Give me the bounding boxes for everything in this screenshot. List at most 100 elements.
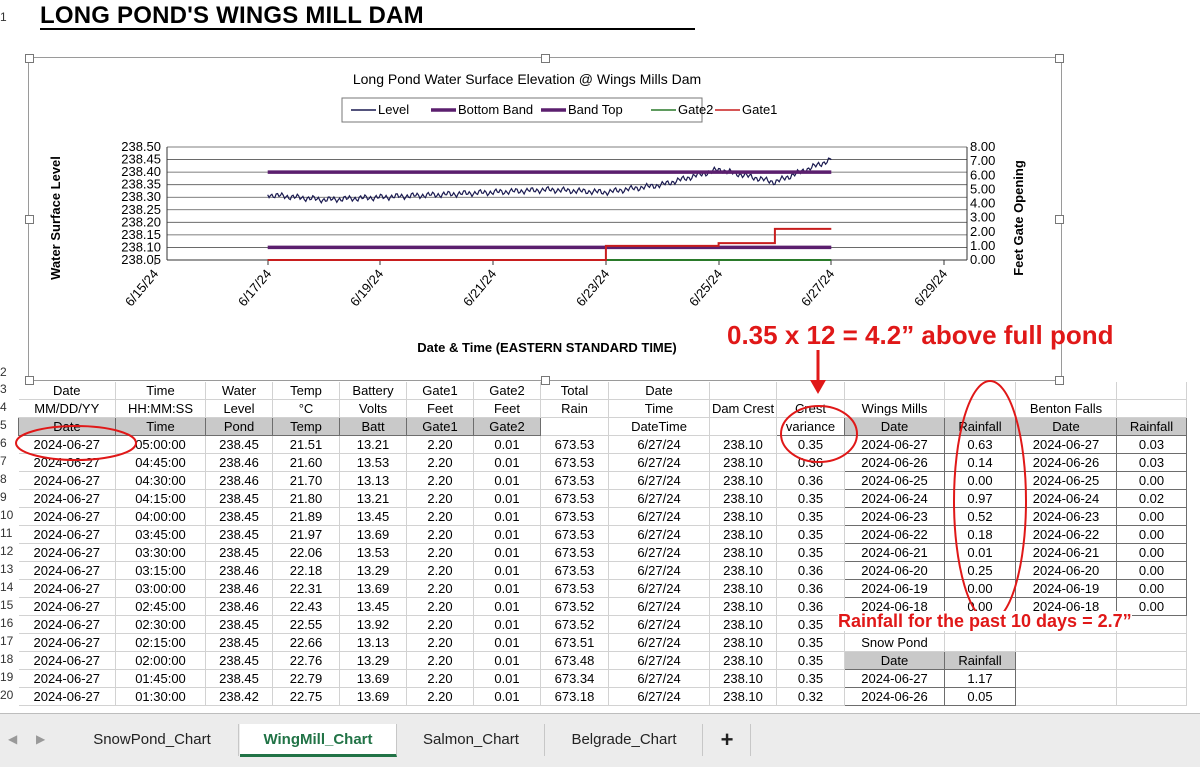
table-cell[interactable]: 22.79 <box>272 669 340 688</box>
header-cell[interactable]: Time <box>115 417 206 436</box>
table-cell[interactable]: 0.01 <box>473 453 541 472</box>
table-cell[interactable]: 13.69 <box>339 579 407 598</box>
table-cell[interactable]: 21.97 <box>272 525 340 544</box>
table-cell[interactable]: 2024-06-21 <box>844 543 945 562</box>
table-cell[interactable]: 21.60 <box>272 453 340 472</box>
table-cell[interactable]: 2024-06-27 <box>18 597 116 616</box>
table-cell[interactable]: 0.03 <box>1116 453 1187 472</box>
table-cell[interactable]: 22.43 <box>272 597 340 616</box>
row-number-7[interactable]: 7 <box>0 454 7 468</box>
header-cell[interactable]: Gate2 <box>473 382 541 400</box>
table-cell[interactable]: 0.01 <box>944 543 1016 562</box>
table-cell[interactable]: 0.01 <box>473 669 541 688</box>
table-cell[interactable]: 0.01 <box>473 507 541 526</box>
table-cell[interactable]: 0.01 <box>473 543 541 562</box>
header-cell[interactable] <box>944 382 1016 400</box>
header-cell[interactable]: Rain <box>540 399 609 418</box>
table-cell[interactable] <box>1116 651 1187 670</box>
table-cell[interactable]: 0.35 <box>776 651 845 670</box>
table-cell[interactable]: 238.10 <box>709 543 777 562</box>
table-cell[interactable]: 6/27/24 <box>608 453 710 472</box>
table-cell[interactable]: 2024-06-23 <box>844 507 945 526</box>
table-cell[interactable]: 01:30:00 <box>115 687 206 706</box>
table-cell[interactable]: 03:45:00 <box>115 525 206 544</box>
table-cell[interactable]: 02:30:00 <box>115 615 206 634</box>
add-sheet-button[interactable]: + <box>704 724 751 756</box>
table-cell[interactable]: 2.20 <box>406 543 474 562</box>
table-cell[interactable]: 0.00 <box>1116 579 1187 598</box>
tab-salmon-chart[interactable]: Salmon_Chart <box>398 724 545 756</box>
table-cell[interactable]: 0.00 <box>1116 507 1187 526</box>
table-cell[interactable]: 0.00 <box>1116 597 1187 616</box>
table-row[interactable]: 2024-06-27 04:30:00 238.46 21.70 13.13 2.20 0.… <box>18 471 1187 490</box>
table-cell[interactable]: 0.02 <box>1116 489 1187 508</box>
table-cell[interactable]: 2.20 <box>406 615 474 634</box>
table-cell[interactable]: 13.13 <box>339 633 407 652</box>
row-number-10[interactable]: 10 <box>0 508 14 522</box>
table-cell[interactable]: 2.20 <box>406 489 474 508</box>
table-cell[interactable]: 2.20 <box>406 525 474 544</box>
table-cell[interactable]: 0.01 <box>473 597 541 616</box>
table-cell[interactable]: 238.45 <box>205 633 273 652</box>
header-cell[interactable]: Gate1 <box>406 417 474 436</box>
row-number-6[interactable]: 6 <box>0 436 7 450</box>
table-cell[interactable]: 0.01 <box>473 525 541 544</box>
row-number-11[interactable]: 11 <box>0 526 13 540</box>
table-cell[interactable]: 238.45 <box>205 435 273 454</box>
table-cell[interactable]: 2.20 <box>406 507 474 526</box>
chart-resize-handle[interactable] <box>541 54 550 63</box>
table-cell[interactable]: 238.42 <box>205 687 273 706</box>
next-sheet-button[interactable]: ▶ <box>36 732 46 746</box>
table-cell[interactable]: 238.46 <box>205 561 273 580</box>
table-cell[interactable]: 22.31 <box>272 579 340 598</box>
header-row[interactable]: Date Time Water Temp Battery Gate1 Gate2 Total D… <box>18 382 1187 400</box>
table-cell[interactable]: 238.45 <box>205 507 273 526</box>
table-cell[interactable]: 1.17 <box>944 669 1016 688</box>
table-cell[interactable]: 22.75 <box>272 687 340 706</box>
header-cell[interactable]: Dam Crest <box>709 399 777 418</box>
header-cell[interactable]: Temp <box>272 382 340 400</box>
header-cell[interactable] <box>540 417 609 436</box>
table-cell[interactable]: 0.01 <box>473 471 541 490</box>
header-cell[interactable]: Batt <box>339 417 407 436</box>
row-number-3[interactable]: 3 <box>0 382 7 396</box>
table-cell[interactable]: Rainfall <box>944 651 1016 670</box>
table-row[interactable]: 2024-06-27 02:00:00 238.45 22.76 13.29 2.20 0.… <box>18 651 1187 670</box>
table-cell[interactable]: 13.45 <box>339 507 407 526</box>
table-cell[interactable]: 0.00 <box>944 579 1016 598</box>
table-cell[interactable]: 2024-06-25 <box>844 471 945 490</box>
table-cell[interactable]: 238.45 <box>205 615 273 634</box>
table-cell[interactable]: 2024-06-27 <box>18 489 116 508</box>
table-cell[interactable]: 2.20 <box>406 651 474 670</box>
header-cell[interactable]: DateTime <box>608 417 710 436</box>
header-cell[interactable]: Total <box>540 382 609 400</box>
header-cell[interactable]: Battery <box>339 382 407 400</box>
table-cell[interactable]: 01:45:00 <box>115 669 206 688</box>
table-cell[interactable]: 0.00 <box>1116 471 1187 490</box>
table-cell[interactable]: 0.36 <box>776 471 845 490</box>
table-cell[interactable]: 238.10 <box>709 651 777 670</box>
table-cell[interactable]: 2024-06-27 <box>18 507 116 526</box>
row-number-2[interactable]: 2 <box>0 365 7 379</box>
table-cell[interactable] <box>1116 615 1187 634</box>
table-cell[interactable]: 673.53 <box>540 507 609 526</box>
table-cell[interactable]: 238.46 <box>205 579 273 598</box>
table-cell[interactable]: 2.20 <box>406 561 474 580</box>
table-cell[interactable]: 22.55 <box>272 615 340 634</box>
row-number-9[interactable]: 9 <box>0 490 7 504</box>
table-cell[interactable]: 03:30:00 <box>115 543 206 562</box>
elevation-chart[interactable]: Long Pond Water Surface Elevation @ Wing… <box>29 58 1061 380</box>
table-cell[interactable]: 0.36 <box>776 579 845 598</box>
table-cell[interactable]: 6/27/24 <box>608 471 710 490</box>
table-cell[interactable]: 0.35 <box>776 669 845 688</box>
table-cell[interactable]: 238.46 <box>205 597 273 616</box>
chart-resize-handle[interactable] <box>1055 215 1064 224</box>
table-row[interactable]: 2024-06-27 01:30:00 238.42 22.75 13.69 2.20 0.… <box>18 687 1187 706</box>
table-row[interactable]: 2024-06-27 03:30:00 238.45 22.06 13.53 2.20 0.… <box>18 543 1187 562</box>
header-cell[interactable]: Rainfall <box>944 417 1016 436</box>
table-cell[interactable]: 673.34 <box>540 669 609 688</box>
table-cell[interactable]: 22.66 <box>272 633 340 652</box>
row-number-14[interactable]: 14 <box>0 580 14 594</box>
table-cell[interactable]: 05:00:00 <box>115 435 206 454</box>
table-row[interactable]: 2024-06-27 04:00:00 238.45 21.89 13.45 2.20 0.… <box>18 507 1187 526</box>
